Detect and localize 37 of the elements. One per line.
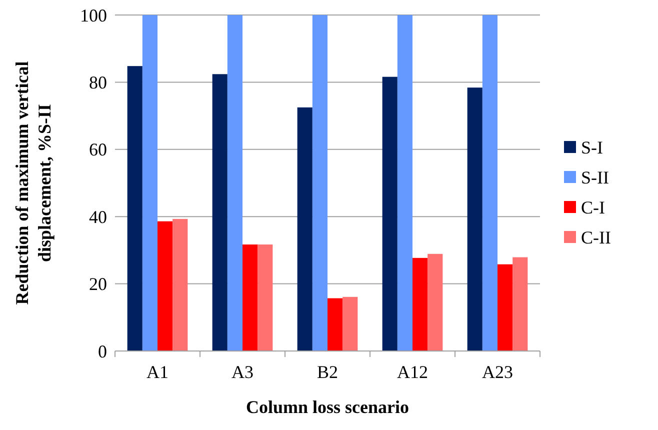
bar xyxy=(428,254,443,351)
y-axis-title: Reduction of maximum vertical displacement, %S-II xyxy=(12,61,54,305)
bar xyxy=(258,244,273,351)
y-tick-label: 80 xyxy=(89,72,107,92)
bar xyxy=(467,88,482,351)
bar xyxy=(412,258,428,351)
x-tick-label: B2 xyxy=(316,362,338,382)
legend-label: S-II xyxy=(581,167,609,188)
legend-label: S-I xyxy=(581,137,604,158)
bar xyxy=(328,298,343,351)
x-tick-label: A3 xyxy=(232,362,254,382)
bar xyxy=(242,244,258,351)
x-axis-title: Column loss scenario xyxy=(246,397,410,417)
x-tick-label: A1 xyxy=(146,362,168,382)
y-tick-label: 100 xyxy=(80,5,107,26)
bar xyxy=(142,15,158,351)
bar xyxy=(297,107,312,351)
bar xyxy=(158,221,173,351)
y-tick-label: 40 xyxy=(89,206,107,227)
bar xyxy=(498,264,513,351)
legend-label: C-II xyxy=(581,227,611,248)
x-tick-label: A12 xyxy=(397,362,428,382)
bar xyxy=(482,15,498,351)
bar xyxy=(312,15,328,351)
bar xyxy=(212,74,228,351)
bar xyxy=(127,66,142,351)
y-tick-label: 0 xyxy=(98,341,107,362)
bar xyxy=(382,76,398,351)
x-tick-label: A23 xyxy=(482,362,513,382)
y-tick-label: 20 xyxy=(89,274,107,294)
bar xyxy=(172,218,188,351)
bar xyxy=(512,257,528,351)
bar xyxy=(397,15,412,351)
bar xyxy=(342,296,358,351)
y-tick-label: 60 xyxy=(89,140,107,160)
bar xyxy=(227,15,242,351)
legend-label: C-I xyxy=(581,197,605,218)
